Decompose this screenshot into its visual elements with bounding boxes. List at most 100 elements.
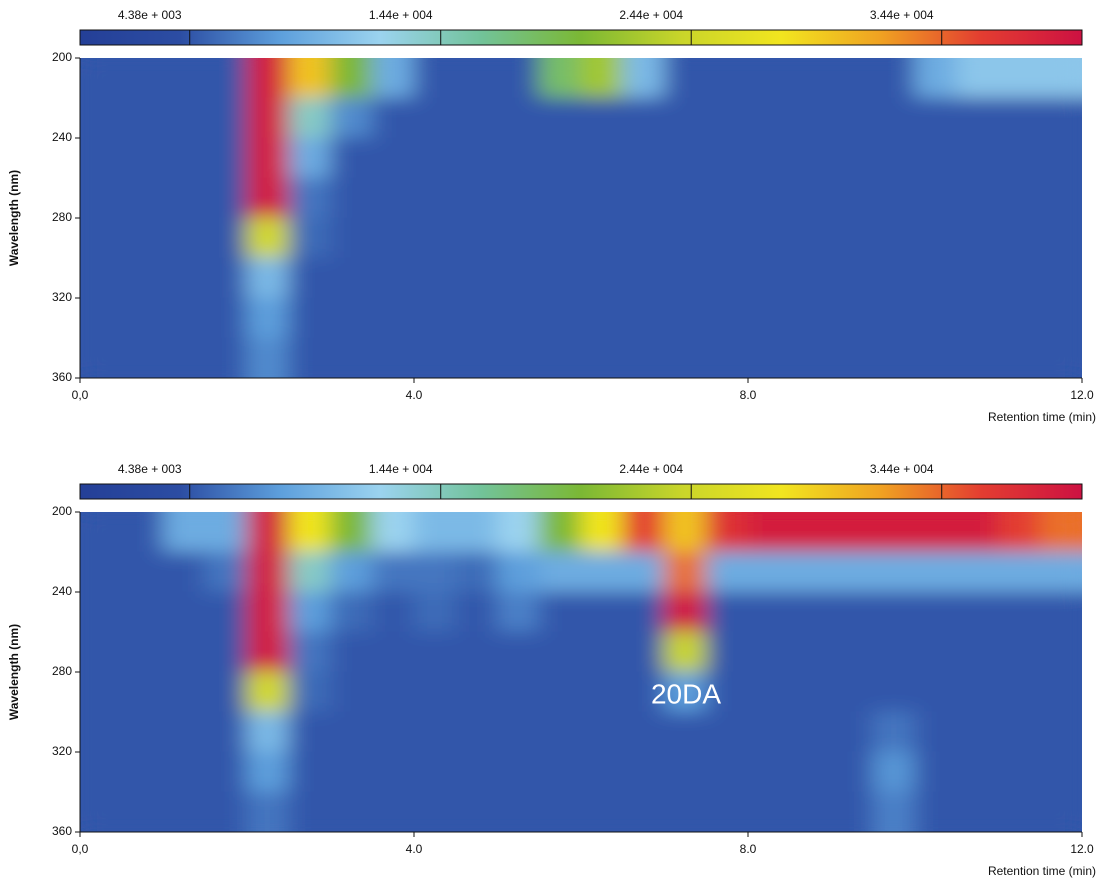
y-tick-label: 240 bbox=[52, 130, 72, 144]
heatmap-cell bbox=[747, 297, 791, 339]
heatmap-cell bbox=[538, 791, 582, 832]
heatmap-cell bbox=[872, 297, 916, 339]
heatmap-cell bbox=[330, 297, 373, 339]
heatmap-cell bbox=[914, 58, 958, 99]
heatmap-cell bbox=[914, 591, 958, 633]
heatmap-cell bbox=[497, 751, 540, 793]
colorbar-tick-label: 1.44e + 004 bbox=[369, 8, 433, 22]
heatmap-cell bbox=[163, 631, 206, 673]
heatmap-cell bbox=[956, 671, 999, 713]
heatmap-cell bbox=[455, 137, 498, 179]
heatmap-cell bbox=[455, 177, 498, 219]
heatmap-cell bbox=[747, 751, 791, 793]
heatmap-cell bbox=[455, 297, 498, 339]
heatmap-cell bbox=[956, 58, 999, 99]
colorbar-tick-label: 4.38e + 003 bbox=[118, 8, 182, 22]
plot-area bbox=[80, 512, 1082, 832]
heatmap-cell bbox=[121, 58, 164, 99]
heatmap-cell bbox=[413, 97, 457, 139]
heatmap-cell bbox=[497, 337, 540, 378]
heatmap-cell bbox=[664, 97, 707, 139]
heatmap-cell bbox=[288, 711, 331, 753]
heatmap-cell bbox=[580, 177, 624, 219]
heatmap-cell bbox=[872, 217, 916, 259]
heatmap-cell bbox=[914, 751, 958, 793]
heatmap-cell bbox=[80, 551, 123, 593]
x-tick-label: 4.0 bbox=[406, 388, 423, 402]
heatmap-cell bbox=[413, 137, 457, 179]
heatmap-cell bbox=[1039, 337, 1082, 378]
heatmap-cell bbox=[789, 671, 832, 713]
heatmap-cell bbox=[121, 177, 164, 219]
heatmap-cell bbox=[622, 751, 665, 793]
heatmap-cell bbox=[914, 257, 958, 299]
heatmap-cell bbox=[664, 711, 707, 753]
heatmap-cell bbox=[622, 671, 665, 713]
heatmap-cell bbox=[163, 97, 206, 139]
heatmap-cell bbox=[956, 791, 999, 832]
heatmap-cell bbox=[538, 297, 582, 339]
heatmap-cell bbox=[831, 512, 874, 553]
heatmap-cell bbox=[872, 551, 916, 593]
heatmap-cell bbox=[664, 337, 707, 378]
heatmap-cell bbox=[538, 177, 582, 219]
heatmap-cell bbox=[705, 337, 749, 378]
x-tick-label: 8.0 bbox=[740, 842, 757, 856]
heatmap-cell bbox=[831, 58, 874, 99]
heatmap-cell bbox=[80, 751, 123, 793]
heatmap-cell bbox=[998, 631, 1041, 673]
heatmap-cell bbox=[413, 512, 457, 553]
heatmap-cell bbox=[371, 791, 415, 832]
heatmap-cell bbox=[204, 711, 248, 753]
heatmap-cell bbox=[622, 551, 665, 593]
heatmap-cell bbox=[246, 137, 290, 179]
heatmap-cell bbox=[371, 551, 415, 593]
heatmap-cell bbox=[914, 711, 958, 753]
heatmap-cell bbox=[789, 551, 832, 593]
heatmap-cell bbox=[956, 631, 999, 673]
plot-area bbox=[80, 58, 1082, 378]
x-tick-label: 0,0 bbox=[72, 842, 89, 856]
heatmap-cell bbox=[497, 551, 540, 593]
heatmap-cell bbox=[288, 297, 331, 339]
heatmap-cell bbox=[246, 751, 290, 793]
heatmap-cell bbox=[163, 297, 206, 339]
heatmap-cell bbox=[664, 591, 707, 633]
heatmap-cell bbox=[831, 177, 874, 219]
heatmap-cell bbox=[497, 591, 540, 633]
heatmap-cell bbox=[497, 217, 540, 259]
heatmap-cell bbox=[330, 512, 373, 553]
heatmap-cell bbox=[121, 791, 164, 832]
y-tick-label: 320 bbox=[52, 744, 72, 758]
x-axis-label: Retention time (min) bbox=[988, 410, 1096, 424]
heatmap-cell bbox=[246, 97, 290, 139]
heatmap-cell bbox=[371, 711, 415, 753]
heatmap-cell bbox=[914, 791, 958, 832]
heatmap-cell bbox=[914, 137, 958, 179]
heatmap-cell bbox=[872, 591, 916, 633]
heatmap-cell bbox=[622, 711, 665, 753]
heatmap-cell bbox=[330, 337, 373, 378]
heatmap-cell bbox=[1039, 671, 1082, 713]
heatmap-cell bbox=[80, 177, 123, 219]
heatmap-cell bbox=[998, 137, 1041, 179]
heatmap-cell bbox=[163, 791, 206, 832]
heatmap-cell bbox=[163, 671, 206, 713]
heatmap-cell bbox=[80, 58, 123, 99]
heatmap-cell bbox=[914, 297, 958, 339]
heatmap-cell bbox=[705, 711, 749, 753]
heatmap-cell bbox=[1039, 751, 1082, 793]
heatmap-cell bbox=[1039, 217, 1082, 259]
heatmap-cell bbox=[914, 337, 958, 378]
heatmap-cell bbox=[497, 631, 540, 673]
heatmap-cell bbox=[998, 671, 1041, 713]
heatmap-cell bbox=[664, 137, 707, 179]
heatmap-cell bbox=[789, 97, 832, 139]
heatmap-cell bbox=[747, 671, 791, 713]
heatmap-cell bbox=[664, 751, 707, 793]
heatmap-cell bbox=[204, 217, 248, 259]
heatmap-cell bbox=[580, 257, 624, 299]
y-axis-label: Wavelength (nm) bbox=[7, 624, 21, 720]
heatmap-cell bbox=[747, 97, 791, 139]
heatmap-cell bbox=[121, 551, 164, 593]
